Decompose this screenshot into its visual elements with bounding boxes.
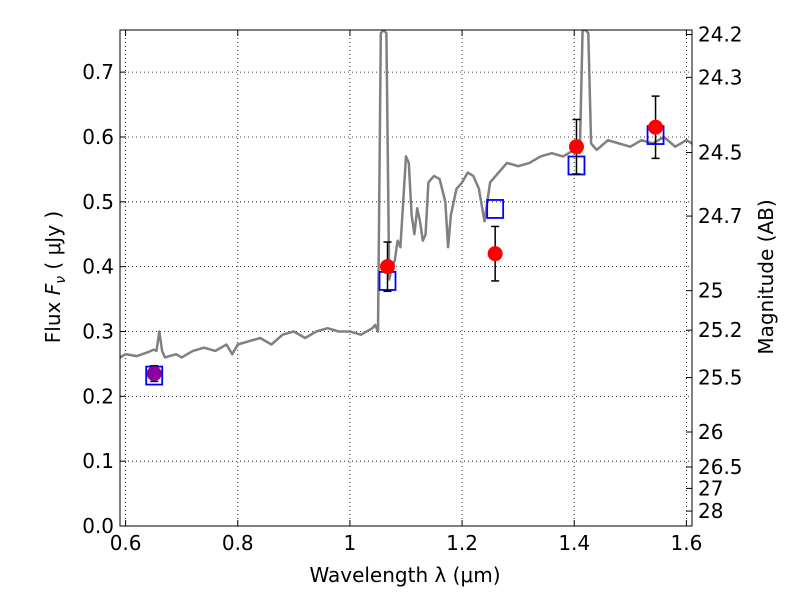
right-tick-label: 25.5 bbox=[698, 366, 743, 390]
y-tick-label: 0.5 bbox=[82, 190, 114, 214]
observed-photometry-point bbox=[487, 246, 503, 262]
y-axis-title: Flux Fν ( μJy ) bbox=[41, 211, 69, 343]
y-axis-title-sub: ν bbox=[53, 276, 69, 284]
y-axis-title-symbol: F bbox=[41, 283, 65, 295]
right-tick-label: 26.5 bbox=[698, 455, 743, 479]
observed-photometry-point bbox=[379, 259, 395, 275]
x-tick-label: 1.4 bbox=[558, 531, 590, 555]
right-axis-title: Magnitude (AB) bbox=[754, 199, 778, 354]
y-tick-label: 0.1 bbox=[82, 449, 114, 473]
right-tick-label: 25 bbox=[698, 279, 723, 303]
plot-frame bbox=[119, 29, 693, 527]
observed-photometry-point bbox=[146, 366, 162, 382]
x-tick-label: 1 bbox=[344, 531, 357, 555]
right-tick-label: 24.3 bbox=[698, 65, 743, 89]
model-photometry-square bbox=[486, 199, 505, 219]
observed-photometry-point bbox=[648, 119, 664, 135]
x-tick-label: 1.2 bbox=[446, 531, 478, 555]
y-tick-label: 0.6 bbox=[82, 125, 114, 149]
axes bbox=[119, 29, 693, 527]
right-tick-label: 28 bbox=[698, 499, 723, 523]
x-tick-label: 0.6 bbox=[110, 531, 142, 555]
right-tick-label: 27 bbox=[698, 476, 723, 500]
y-axis-title-post: ( μJy ) bbox=[41, 211, 65, 276]
y-tick-label: 0.2 bbox=[82, 384, 114, 408]
observed-photometry-point bbox=[568, 139, 584, 155]
y-tick-label: 0.7 bbox=[82, 60, 114, 84]
tick-labels: 0.6 0.8 1 1.2 1.4 1.6 0.0 0.1 0.2 0.3 0.4 0.5 0.6 0.7… bbox=[82, 23, 742, 555]
y-axis-title-pre: Flux bbox=[41, 295, 65, 343]
right-tick-label: 24.2 bbox=[698, 23, 743, 47]
right-tick-label: 24.5 bbox=[698, 141, 743, 165]
x-axis-title: Wavelength λ (μm) bbox=[309, 563, 500, 587]
x-tick-label: 1.6 bbox=[670, 531, 702, 555]
right-tick-label: 24.7 bbox=[698, 204, 743, 228]
y-tick-label: 0.3 bbox=[82, 319, 114, 343]
markers-layer bbox=[145, 95, 665, 386]
right-tick-label: 25.2 bbox=[698, 318, 743, 342]
right-tick-label: 26 bbox=[698, 420, 723, 444]
y-tick-label: 0.4 bbox=[82, 255, 114, 279]
x-tick-label: 0.8 bbox=[222, 531, 254, 555]
y-tick-label: 0.0 bbox=[82, 514, 114, 538]
